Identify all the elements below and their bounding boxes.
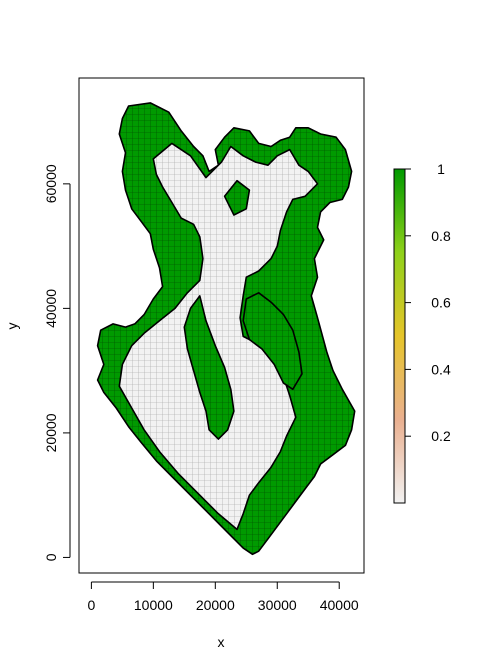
colorbar-ticks: 0.2 0.4 0.6 0.8 1 <box>405 161 451 444</box>
region-3-cell-grid <box>243 292 302 390</box>
x-tick-label: 20000 <box>196 597 235 613</box>
plot-area <box>96 102 356 556</box>
plot-frame <box>78 77 365 574</box>
region-2-cell-grid <box>184 295 234 440</box>
y-tick-label: 0 <box>43 553 59 561</box>
x-tick-label: 0 <box>87 597 95 613</box>
y-axis-title: y <box>4 323 20 330</box>
colorbar-tick-label: 0.2 <box>431 428 451 444</box>
y-tick-label: 20000 <box>43 413 59 452</box>
colorbar-legend: 0.2 0.4 0.6 0.8 1 <box>393 161 451 504</box>
colorbar-tick-label: 0.8 <box>431 228 451 244</box>
region-4-cell-grid <box>224 180 250 215</box>
y-tick-label: 60000 <box>43 164 59 203</box>
colorbar-tick-label: 0.6 <box>431 295 451 311</box>
y-tick-label: 40000 <box>43 289 59 328</box>
x-tick-label: 10000 <box>134 597 173 613</box>
x-tick-label: 30000 <box>258 597 297 613</box>
region-1-cell-grid <box>119 143 318 530</box>
x-axis-title: x <box>218 634 225 650</box>
colorbar-tick-label: 0.4 <box>431 361 451 377</box>
x-tick-label: 40000 <box>320 597 359 613</box>
colorbar-ramp <box>393 168 406 504</box>
x-axis: 0 10000 20000 30000 40000 <box>87 581 359 613</box>
colorbar-tick-label: 1 <box>437 161 445 177</box>
y-axis: 0 20000 40000 60000 <box>43 164 71 561</box>
